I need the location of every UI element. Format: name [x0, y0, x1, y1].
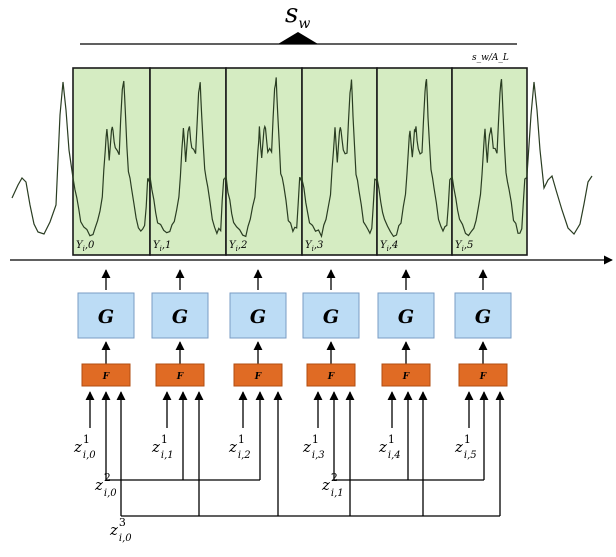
- generator-block-0: [77, 292, 135, 339]
- window-5: [451, 67, 528, 256]
- mapping-block-3: [306, 363, 356, 387]
- latent-z1-label-4: z1 i,4: [378, 433, 401, 461]
- generator-label-1: G: [172, 306, 188, 328]
- latent-wiring: [85, 391, 505, 517]
- latent-z1-label-3: z1 i,3: [302, 433, 325, 461]
- generator-block-4: [377, 292, 435, 339]
- window-2: [225, 67, 303, 256]
- output-label-group: Yi,0 Yi,1 Yi,2 Yi,3 Yi,4 Yi,5: [76, 240, 473, 253]
- signal-trace: [11, 77, 593, 239]
- scale-ratio-label: s_w/A_L: [472, 53, 509, 63]
- mapping-label-3: F: [327, 372, 335, 382]
- latent-z3-label-0: z3 i,0: [109, 516, 132, 544]
- mapping-block-0: [81, 363, 131, 387]
- generator-label-3: G: [323, 306, 339, 328]
- mapping-block-1: [155, 363, 205, 387]
- latent-z1-label-5: z1 i,5: [454, 433, 477, 461]
- generator-label-4: G: [398, 306, 414, 328]
- generator-block-3: [302, 292, 360, 339]
- mapping-block-2: [233, 363, 283, 387]
- output-label-5: Yi,5: [455, 240, 473, 253]
- output-label-1: Yi,1: [153, 240, 171, 253]
- generator-label-2: G: [250, 306, 266, 328]
- window-group: [72, 67, 528, 256]
- latent-label-group: z1 i,0 z1 i,1 z1 i,2 z1 i,3 z1 i,4 z1 i,5 z2 i,0 z2 i,1…: [73, 433, 477, 544]
- generator-block-1: [151, 292, 209, 339]
- mapping-label-1: F: [176, 372, 184, 382]
- latent-z2-label-1: z2 i,1: [321, 471, 344, 499]
- mapping-label-4: F: [402, 372, 410, 382]
- mapping-label-2: F: [254, 372, 262, 382]
- latent-z2-label-0: z2 i,0: [94, 471, 117, 499]
- mapping-block-5: [458, 363, 508, 387]
- mapping-label-0: F: [102, 372, 110, 382]
- output-label-3: Yi,3: [305, 240, 323, 253]
- window-width-bracket: [80, 32, 517, 45]
- output-label-4: Yi,4: [380, 240, 398, 253]
- generator-block-5: [454, 292, 512, 339]
- generator-label-0: G: [98, 306, 114, 328]
- block-group: G F G F G F G F G F G F: [77, 269, 512, 387]
- generator-block-2: [229, 292, 287, 339]
- output-label-2: Yi,2: [229, 240, 247, 253]
- output-label-0: Yi,0: [76, 240, 95, 253]
- generator-label-5: G: [475, 306, 491, 328]
- latent-z1-label-2: z1 i,2: [228, 433, 251, 461]
- window-width-label: sw: [285, 0, 310, 32]
- mapping-block-4: [381, 363, 431, 387]
- mapping-label-5: F: [479, 372, 487, 382]
- latent-z1-label-0: z1 i,0: [73, 433, 96, 461]
- latent-z1-label-1: z1 i,1: [151, 433, 174, 461]
